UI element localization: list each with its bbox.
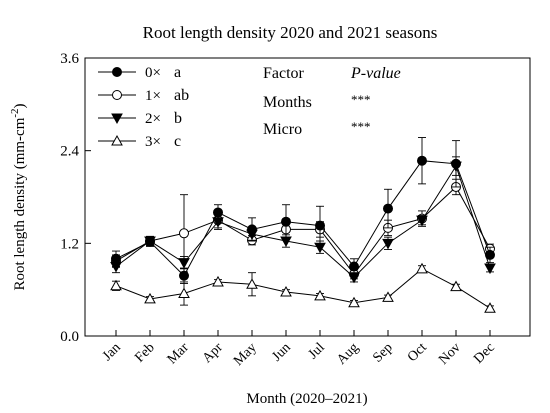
stats-row-months-factor: Months (263, 94, 312, 111)
data-point (384, 204, 393, 213)
series-line (116, 187, 490, 274)
legend-marker (113, 91, 122, 100)
x-tick-label-dec: Dec (471, 340, 498, 367)
legend-entry-2: 2× b (98, 110, 182, 127)
data-point (451, 282, 461, 291)
y-axis: 0.0 1.2 2.4 3.6 (60, 51, 91, 345)
y-tick-label: 1.2 (60, 236, 79, 252)
data-point (146, 237, 155, 246)
data-point (111, 281, 121, 290)
legend-letter: a (174, 64, 181, 81)
x-tick-label-may: May (231, 340, 260, 369)
series-3 (111, 264, 495, 312)
x-tick-label-oct: Oct (405, 340, 430, 365)
data-point (316, 221, 325, 230)
y-tick-label: 3.6 (60, 51, 79, 67)
data-point (179, 289, 189, 298)
x-tick-label-mar: Mar (165, 340, 192, 367)
legend-label: 0× (145, 65, 161, 81)
y-axis-title: Root length density (mm-cm-2) (9, 103, 28, 290)
legend-letter: c (174, 133, 181, 150)
series-0 (112, 138, 495, 284)
x-tick-label-aug: Aug (334, 340, 362, 368)
series-line (116, 161, 490, 276)
chart-title: Root length density 2020 and 2021 season… (143, 23, 438, 42)
data-point (282, 217, 291, 226)
data-point (180, 271, 189, 280)
series-line (116, 166, 490, 277)
legend-entry-3: 3× c (98, 133, 181, 150)
legend-entry-1: 1× ab (98, 87, 189, 104)
y-tick-label: 0.0 (60, 329, 79, 345)
data-point (179, 259, 189, 268)
legend-label: 2× (145, 111, 161, 127)
x-tick-label-sep: Sep (370, 340, 395, 365)
legend-label: 1× (145, 88, 161, 104)
x-tick-label-apr: Apr (200, 340, 226, 366)
stats-header-pvalue: P-value (350, 65, 401, 82)
series-2 (111, 157, 495, 282)
series-line (116, 269, 490, 308)
x-tick-label-jun: Jun (269, 340, 293, 364)
data-point (486, 250, 495, 259)
series-layer (111, 138, 495, 313)
legend-entry-0: 0× a (98, 64, 181, 81)
data-point (112, 254, 121, 263)
data-point (452, 159, 461, 168)
series-1 (112, 179, 495, 279)
stats-header-factor: Factor (263, 65, 305, 82)
legend: 0× a 1× ab 2× b 3× c (98, 64, 189, 150)
x-tick-label-jul: Jul (306, 340, 328, 362)
data-point (213, 277, 223, 286)
legend-letter: b (174, 110, 182, 127)
data-point (383, 292, 393, 301)
stats-row-months-pvalue: *** (351, 92, 371, 107)
stats-row-micro-factor: Micro (263, 121, 302, 138)
data-point (180, 229, 189, 238)
y-tick-label: 2.4 (60, 144, 79, 160)
legend-marker (113, 68, 122, 77)
data-point (214, 208, 223, 217)
legend-letter: ab (174, 87, 189, 104)
data-point (485, 303, 495, 312)
x-axis-title: Month (2020–2021) (246, 391, 367, 407)
data-point (417, 264, 427, 273)
data-point (418, 156, 427, 165)
data-point (350, 262, 359, 271)
x-tick-label-nov: Nov (436, 340, 464, 368)
stats-table: Factor P-value Months *** Micro *** (263, 65, 401, 138)
x-tick-label-jan: Jan (100, 340, 124, 364)
x-tick-label-feb: Feb (132, 340, 157, 365)
data-point (248, 225, 257, 234)
stats-row-micro-pvalue: *** (351, 119, 371, 134)
legend-label: 3× (145, 134, 161, 150)
